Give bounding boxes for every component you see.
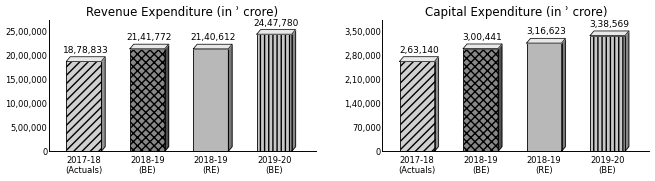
Polygon shape: [400, 57, 438, 61]
Polygon shape: [228, 44, 232, 151]
Polygon shape: [527, 39, 565, 43]
Polygon shape: [590, 31, 629, 36]
Polygon shape: [463, 44, 502, 49]
Text: 18,78,833: 18,78,833: [63, 46, 109, 55]
Polygon shape: [165, 44, 168, 151]
Bar: [257, 34, 291, 151]
Text: 21,40,612: 21,40,612: [190, 33, 235, 42]
Polygon shape: [257, 30, 295, 34]
Bar: [193, 49, 228, 151]
Polygon shape: [102, 57, 105, 151]
Polygon shape: [291, 30, 295, 151]
Text: 2,63,140: 2,63,140: [399, 46, 439, 55]
Bar: [66, 61, 102, 151]
Text: 3,00,441: 3,00,441: [462, 33, 502, 42]
Text: 21,41,772: 21,41,772: [126, 33, 172, 42]
Polygon shape: [434, 57, 438, 151]
Title: Revenue Expenditure (in ʾ crore): Revenue Expenditure (in ʾ crore): [86, 6, 278, 19]
Polygon shape: [625, 31, 629, 151]
Polygon shape: [130, 44, 168, 49]
Polygon shape: [193, 44, 232, 49]
Polygon shape: [561, 39, 565, 151]
Text: 3,38,569: 3,38,569: [590, 20, 629, 29]
Bar: [463, 49, 498, 151]
Title: Capital Expenditure (in ʾ crore): Capital Expenditure (in ʾ crore): [424, 6, 607, 19]
Bar: [527, 43, 561, 151]
Polygon shape: [66, 57, 105, 61]
Text: 24,47,780: 24,47,780: [253, 19, 299, 28]
Bar: [590, 36, 625, 151]
Polygon shape: [498, 44, 502, 151]
Bar: [130, 49, 165, 151]
Text: 3,16,623: 3,16,623: [526, 28, 566, 37]
Bar: [400, 61, 434, 151]
